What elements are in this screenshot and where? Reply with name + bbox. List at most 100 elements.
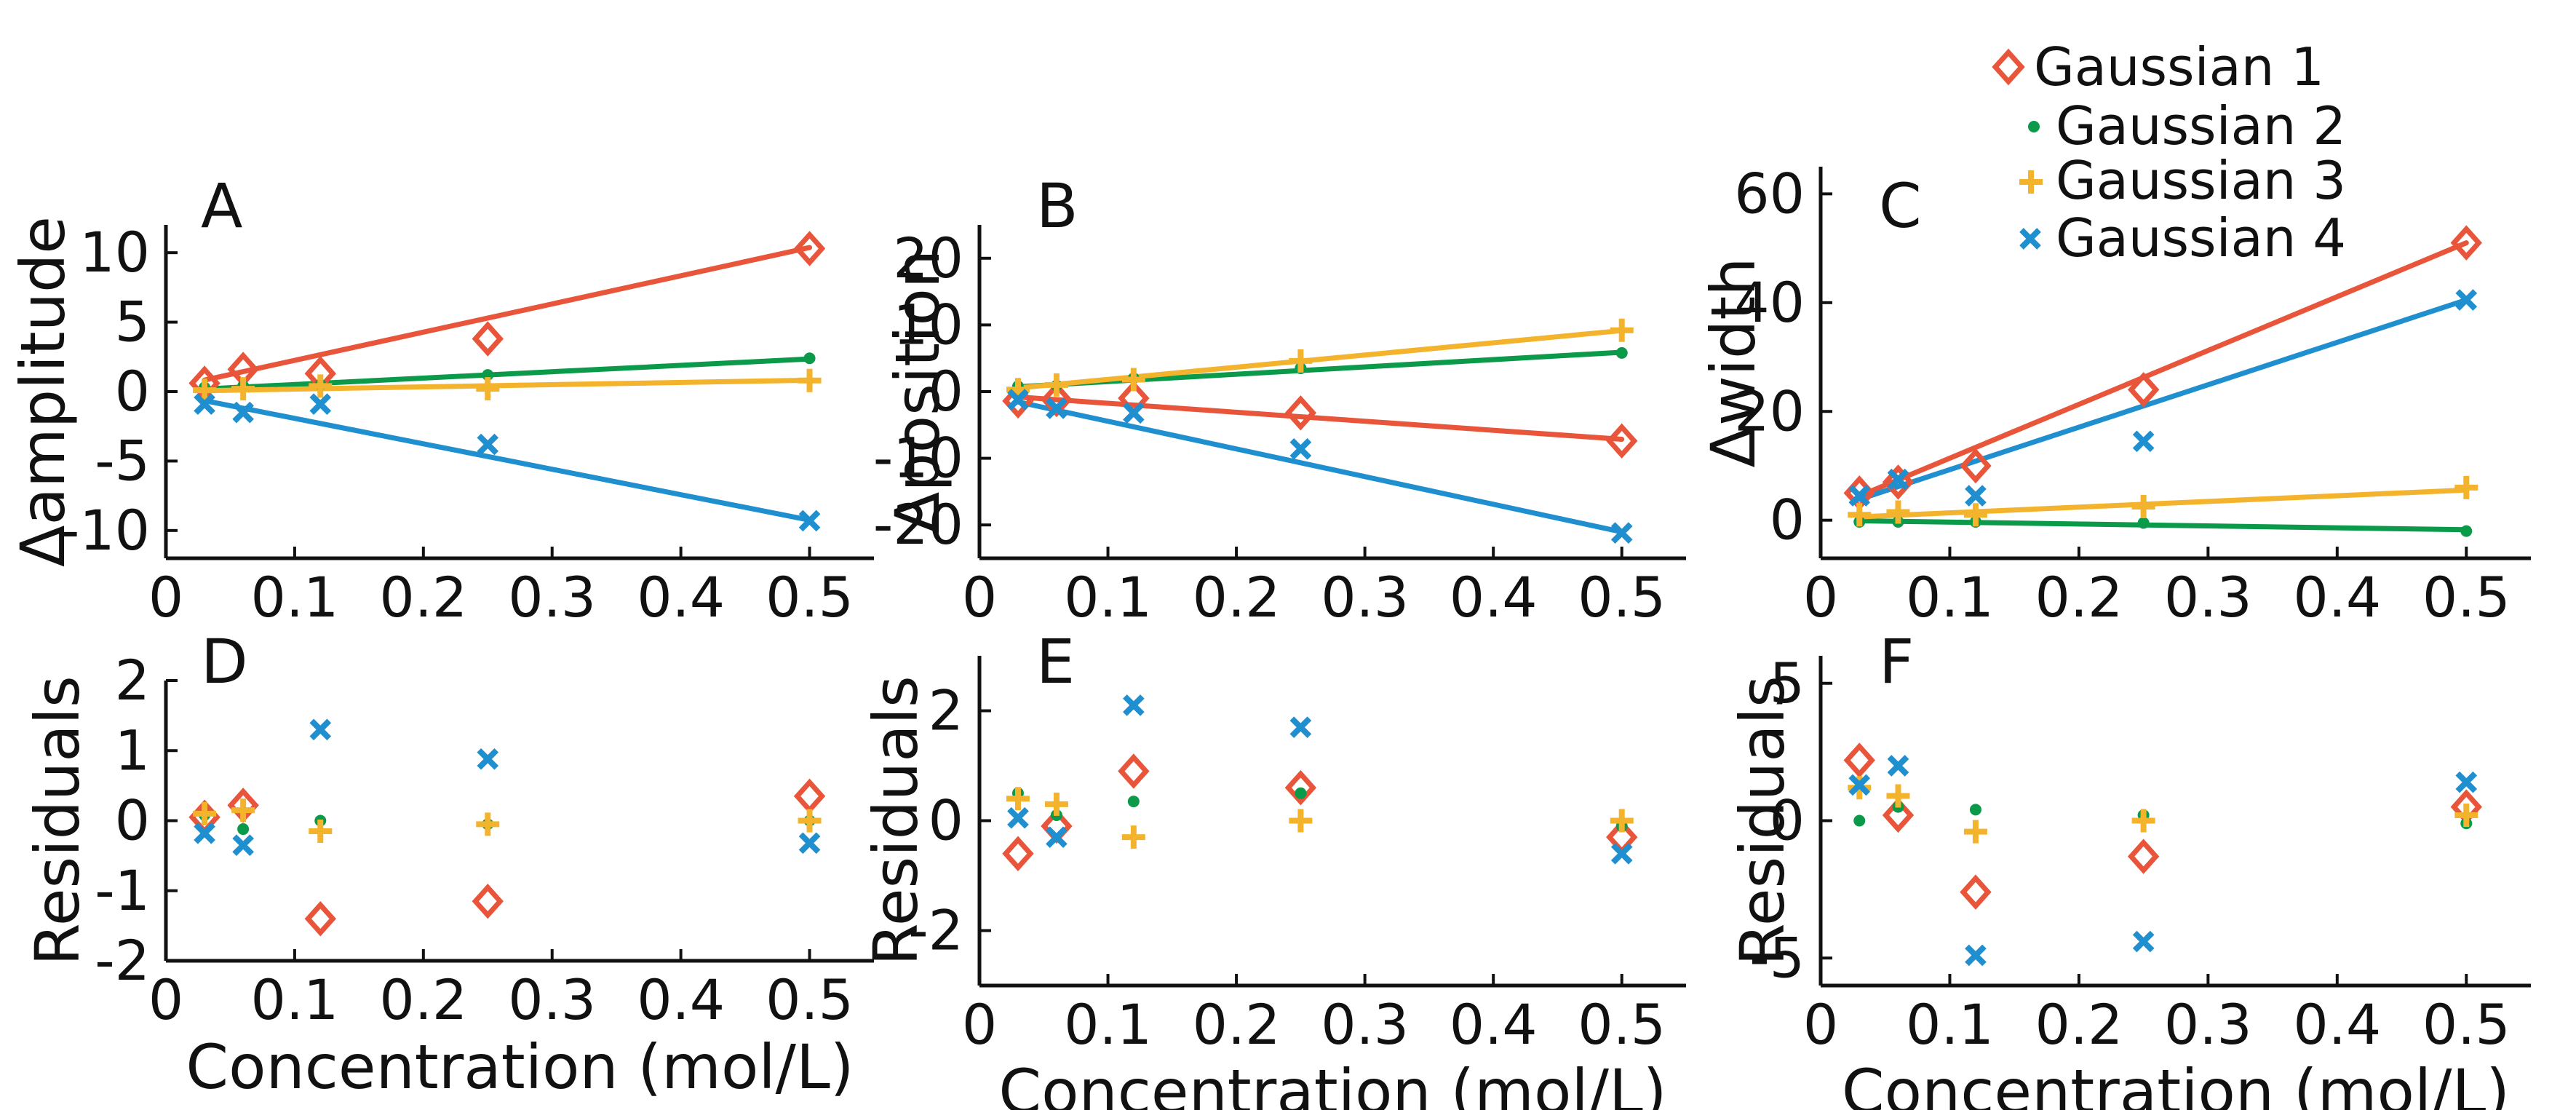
x-tick-label: 0.5: [766, 967, 854, 1032]
data-point-gaussian-1: [472, 883, 504, 919]
panel-letter: A: [201, 170, 242, 242]
data-point-gaussian-4: [1123, 694, 1145, 716]
data-point-gaussian-1: [1002, 836, 1034, 872]
x-tick-label: 0.1: [1906, 992, 1994, 1057]
data-point-gaussian-4: [1965, 485, 1987, 507]
data-point-gaussian-3: [1044, 373, 1068, 397]
data-point-gaussian-4: [2132, 430, 2155, 453]
x-tick-label: 0.3: [1321, 992, 1409, 1057]
data-point-gaussian-1: [1960, 448, 1992, 484]
y-tick-label: -10: [873, 426, 963, 491]
legend-label-gaussian-4: Gaussian 4: [2056, 207, 2346, 269]
data-point-gaussian-4: [2132, 930, 2155, 953]
y-tick-label: 10: [893, 292, 963, 357]
x-tick-label: 0: [148, 967, 183, 1032]
y-tick-label: -1: [95, 858, 150, 923]
x-tick-label: 0.3: [508, 565, 596, 630]
x-tick-label: 0.4: [1450, 565, 1538, 630]
fit-line-gaussian-2: [202, 356, 813, 392]
fit-line-gaussian-3: [202, 377, 813, 394]
y-axis-title: Residuals: [22, 675, 93, 966]
y-tick-label: 10: [79, 220, 150, 285]
y-axis-title: Residuals: [860, 675, 931, 966]
x-axis-title: Concentration (mol/L): [186, 1031, 854, 1103]
data-point-gaussian-4: [1123, 402, 1145, 424]
data-point-gaussian-4: [1610, 522, 1633, 544]
data-point-gaussian-2: [1615, 346, 1628, 359]
data-point-gaussian-1: [1843, 742, 1875, 778]
data-point-gaussian-4: [194, 393, 215, 416]
panel-letter: C: [1879, 170, 1922, 242]
y-axis-title: Residuals: [1727, 675, 1798, 966]
data-point-gaussian-3: [2131, 495, 2155, 519]
fit-line-gaussian-4: [202, 397, 813, 523]
fit-line-gaussian-4: [1015, 399, 1625, 535]
y-axis-title: Δposition: [882, 250, 953, 534]
data-point-gaussian-3: [231, 798, 255, 822]
legend-label-gaussian-1: Gaussian 1: [2034, 36, 2324, 98]
data-point-gaussian-1: [1960, 874, 1992, 910]
data-point-gaussian-3: [1610, 809, 1634, 833]
x-tick-label: 0.2: [2035, 565, 2123, 630]
legend-entry-gaussian-4: Gaussian 4: [2019, 207, 2346, 269]
y-tick-label: 0: [115, 359, 150, 424]
x-tick-label: 0: [962, 565, 997, 630]
x-tick-label: 0.5: [766, 565, 854, 630]
y-tick-label: 60: [1734, 161, 1805, 226]
data-point-gaussian-3: [193, 801, 217, 825]
x-tick-label: 0.1: [1906, 565, 1994, 630]
data-point-gaussian-3: [476, 377, 500, 401]
y-tick-label: 0: [929, 359, 963, 424]
y-tick-label: 20: [893, 226, 963, 290]
data-point-gaussian-1: [1284, 395, 1317, 431]
data-point-gaussian-3: [1289, 809, 1313, 833]
legend-marker-cross: [2019, 228, 2041, 250]
data-point-gaussian-4: [2455, 771, 2478, 793]
data-point-gaussian-3: [231, 377, 255, 401]
y-tick-label: 40: [1734, 270, 1805, 335]
data-point-gaussian-3: [798, 368, 822, 392]
data-point-gaussian-4: [477, 433, 499, 456]
x-tick-label: 0.4: [2293, 565, 2381, 630]
data-point-gaussian-4: [309, 393, 332, 416]
data-point-gaussian-4: [1289, 716, 1312, 738]
data-point-gaussian-1: [1606, 423, 1638, 459]
x-tick-label: 0.2: [1193, 992, 1281, 1057]
data-point-gaussian-2: [237, 823, 250, 836]
data-point-gaussian-3: [798, 809, 822, 833]
y-tick-label: 5: [115, 290, 150, 354]
x-tick-label: 0.5: [1578, 992, 1666, 1057]
fit-line-gaussian-3: [1856, 487, 2469, 520]
y-tick-label: 5: [1770, 651, 1805, 715]
x-tick-label: 0.3: [508, 967, 596, 1032]
data-point-gaussian-4: [1007, 389, 1029, 411]
data-point-gaussian-3: [1886, 784, 1910, 808]
legend-entry-gaussian-1: Gaussian 1: [1992, 36, 2324, 98]
data-point-gaussian-2: [1295, 787, 1307, 799]
data-point-gaussian-2: [1853, 814, 1866, 827]
data-point-gaussian-4: [232, 834, 254, 857]
data-point-gaussian-4: [232, 401, 254, 424]
panel-e: 0 0.1 0.2 0.3 0.4 0.5 2 0 -2 E Residuals Concentrat…: [860, 626, 1686, 1110]
fit-line-gaussian-2: [1015, 349, 1625, 389]
fit-line-gaussian-4: [1856, 297, 2469, 502]
data-point-gaussian-3: [1006, 787, 1030, 811]
x-tick-label: 0.1: [1064, 992, 1152, 1057]
data-point-gaussian-4: [1848, 774, 1871, 796]
data-point-gaussian-3: [1610, 318, 1634, 342]
x-axis-title: Concentration (mol/L): [1842, 1056, 2510, 1110]
data-point-gaussian-3: [2454, 475, 2478, 499]
panel-letter: E: [1036, 626, 1075, 697]
data-point-gaussian-2: [1127, 796, 1140, 808]
y-tick-label: 0: [1770, 788, 1805, 853]
x-tick-label: 0: [148, 565, 183, 630]
data-point-gaussian-2: [2460, 525, 2473, 537]
data-point-gaussian-2: [1969, 804, 1981, 816]
x-tick-label: 0.1: [250, 967, 338, 1032]
data-point-gaussian-1: [1118, 753, 1150, 789]
y-tick-label: -5: [95, 428, 150, 493]
panel-f: 0 0.1 0.2 0.3 0.4 0.550-5FResidualsConcentrat…: [1727, 626, 2531, 1110]
